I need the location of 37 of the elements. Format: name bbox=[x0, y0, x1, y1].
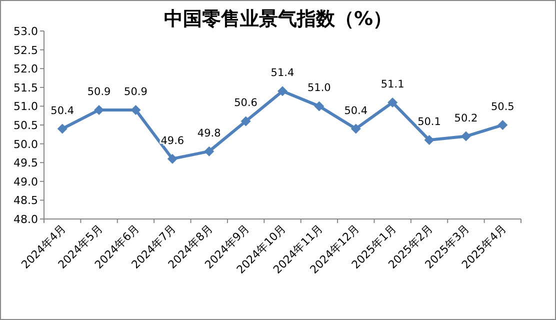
point bbox=[498, 120, 508, 130]
y-tick-label: 50.0 bbox=[14, 138, 38, 151]
y-tick-label: 50.5 bbox=[14, 119, 38, 132]
y-tick-label: 49.0 bbox=[14, 175, 38, 188]
y-tick-label: 48.5 bbox=[14, 194, 38, 208]
point bbox=[130, 104, 141, 115]
point bbox=[204, 146, 214, 156]
text: 51.0 bbox=[307, 82, 331, 94]
text: 50.6 bbox=[234, 97, 258, 110]
text: 50.5 bbox=[490, 101, 514, 113]
point bbox=[388, 97, 398, 108]
text: 50.9 bbox=[124, 86, 148, 98]
point bbox=[240, 116, 251, 126]
point bbox=[57, 124, 68, 134]
y-tick-label: 52.0 bbox=[14, 62, 38, 76]
text: 50.4 bbox=[50, 104, 74, 117]
point bbox=[424, 135, 434, 146]
text: 49.6 bbox=[160, 134, 184, 147]
point bbox=[350, 124, 361, 134]
y-tick-label: 49.5 bbox=[14, 156, 38, 170]
text: 50.2 bbox=[454, 112, 478, 124]
text: 50.4 bbox=[344, 104, 368, 117]
point bbox=[460, 131, 471, 142]
y-tick-label: 52.5 bbox=[14, 44, 38, 57]
text: 51.1 bbox=[380, 78, 404, 90]
y-tick-label: 48.0 bbox=[14, 213, 38, 226]
point bbox=[278, 86, 288, 96]
chart-title: 中国零售业景气指数（%） bbox=[164, 8, 392, 30]
point bbox=[167, 154, 178, 164]
y-tick-label: 53.0 bbox=[14, 25, 38, 38]
text: 51.4 bbox=[270, 67, 294, 80]
text: 49.8 bbox=[197, 127, 221, 140]
y-tick-label: 51.5 bbox=[14, 81, 38, 94]
y-tick-label: 51.0 bbox=[14, 100, 38, 114]
text: 50.9 bbox=[87, 86, 111, 98]
point bbox=[314, 101, 324, 112]
text: 50.1 bbox=[418, 116, 441, 128]
